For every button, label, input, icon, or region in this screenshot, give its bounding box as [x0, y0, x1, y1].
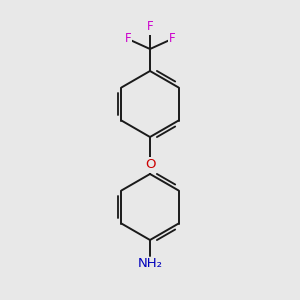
Text: F: F — [125, 32, 131, 46]
Text: F: F — [147, 20, 153, 34]
Text: F: F — [169, 32, 175, 46]
Text: O: O — [145, 158, 155, 172]
Text: NH₂: NH₂ — [137, 257, 163, 270]
